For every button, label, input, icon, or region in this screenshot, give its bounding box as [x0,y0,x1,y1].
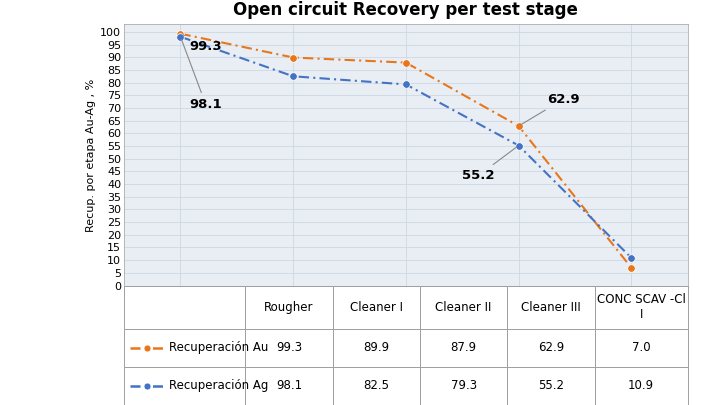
Text: Cleaner II: Cleaner II [435,301,492,313]
Bar [124,328,245,367]
Bar [245,328,333,367]
Bar [508,286,595,328]
Text: 98.1: 98.1 [182,39,222,111]
Text: 89.9: 89.9 [363,341,389,354]
Text: 79.3: 79.3 [451,379,476,392]
Text: 7.0: 7.0 [632,341,651,354]
Bar [595,286,688,328]
Text: 99.3: 99.3 [183,35,222,53]
Bar [420,367,508,405]
Bar [333,328,420,367]
Bar [333,367,420,405]
Bar [245,367,333,405]
Text: 62.9: 62.9 [538,341,564,354]
Text: Cleaner I: Cleaner I [350,301,403,313]
Text: 98.1: 98.1 [276,379,302,392]
Text: 10.9: 10.9 [628,379,654,392]
Text: 55.2: 55.2 [538,379,564,392]
Text: 99.3: 99.3 [276,341,302,354]
Text: Recuperación Au: Recuperación Au [169,341,269,354]
Text: Recuperación Ag: Recuperación Ag [169,379,269,392]
Text: 82.5: 82.5 [363,379,389,392]
Bar [420,328,508,367]
Bar [508,367,595,405]
Title: Open circuit Recovery per test stage: Open circuit Recovery per test stage [233,0,579,19]
Bar [245,286,333,328]
Bar [124,367,245,405]
Bar [124,286,245,328]
Text: CONC SCAV -Cl
I: CONC SCAV -Cl I [597,293,686,321]
Bar [333,286,420,328]
Text: Cleaner III: Cleaner III [521,301,581,313]
Text: 62.9: 62.9 [521,93,579,125]
Y-axis label: Recup. por etapa Au-Ag , %: Recup. por etapa Au-Ag , % [86,78,96,232]
Bar [420,286,508,328]
Text: 55.2: 55.2 [462,147,516,182]
Text: Rougher: Rougher [264,301,313,313]
Bar [595,328,688,367]
Bar [508,328,595,367]
Text: 87.9: 87.9 [451,341,476,354]
Bar [595,367,688,405]
